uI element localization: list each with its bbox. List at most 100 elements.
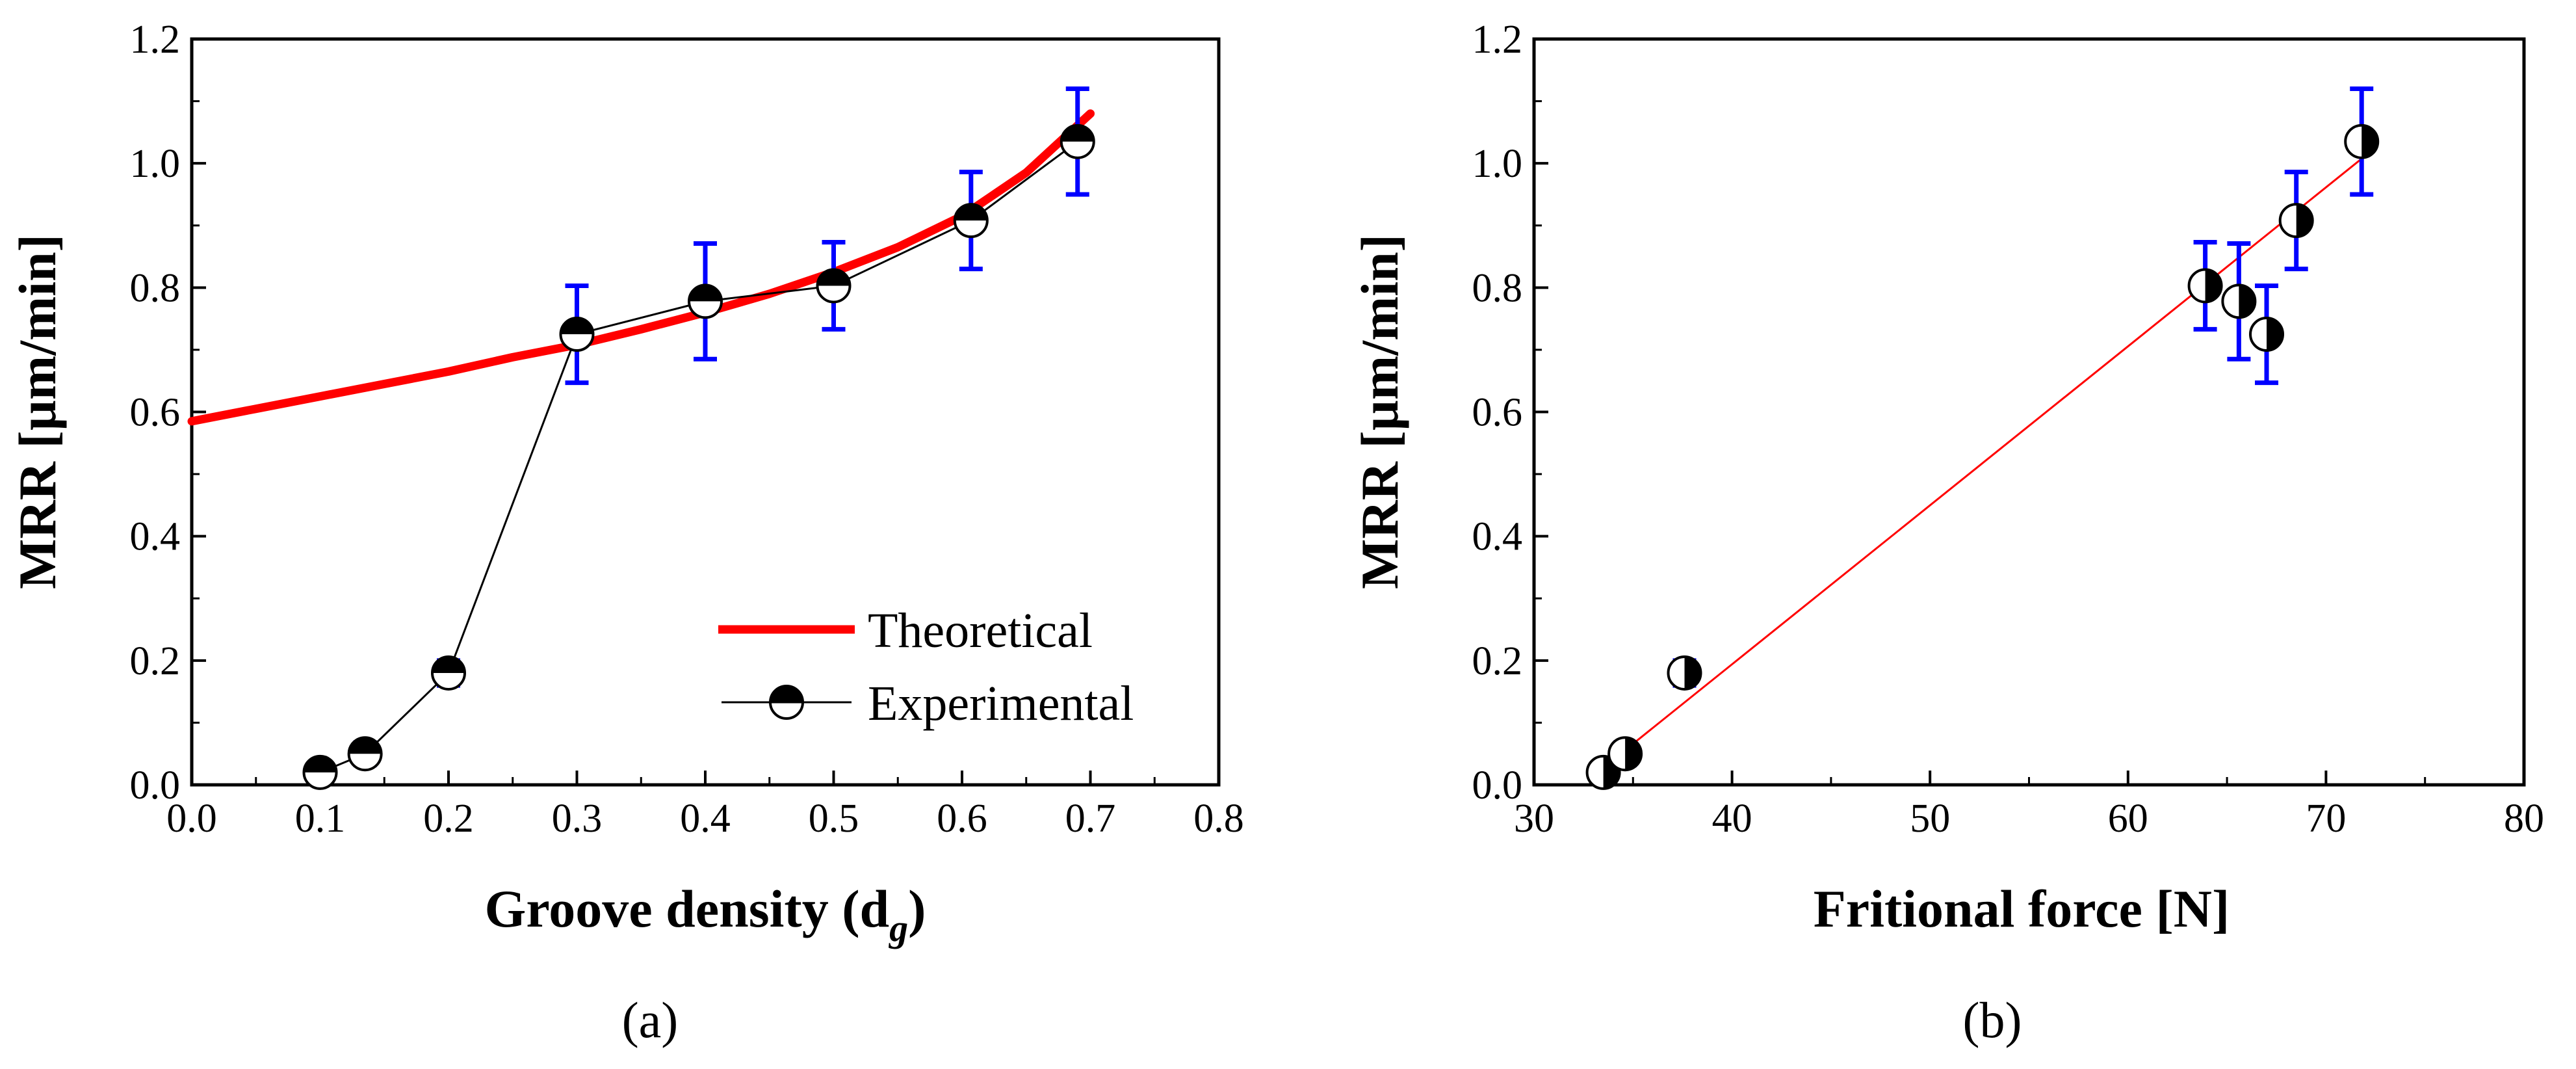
series-b (1585, 86, 2380, 790)
x-tick-label-b: 30 (1514, 797, 1554, 841)
y-tick-label-b: 0.2 (1472, 639, 1523, 683)
x-tick-label-a: 0.1 (295, 797, 346, 841)
data-point-outline (1667, 655, 1702, 691)
data-point-half (954, 204, 987, 221)
data-point-outline (2249, 317, 2285, 352)
y-tick-label-b: 0.4 (1472, 515, 1523, 559)
data-point-half (817, 269, 850, 286)
data-point-a (1060, 124, 1095, 159)
data-point-half (348, 737, 382, 754)
x-tick-label-b: 50 (1910, 797, 1950, 841)
data-point-outline (1585, 754, 1621, 790)
data-point-half (304, 756, 337, 772)
data-point-half (2239, 285, 2256, 318)
data-point-b (2344, 124, 2380, 159)
data-point-b (2278, 203, 2314, 239)
data-point-a (688, 284, 723, 319)
legend-marker-outline (769, 685, 804, 720)
data-point-outline (1060, 124, 1095, 159)
y-tick-label-a: 0.8 (130, 266, 181, 310)
legend-experimental-marker (769, 685, 804, 720)
panel-label-a: (a) (622, 992, 679, 1048)
data-point-half (560, 318, 593, 335)
legend-a: Theoretical Experimental (718, 603, 1134, 731)
data-point-b (2221, 284, 2257, 319)
data-point-b (1607, 736, 1643, 772)
y-tick-label-b: 1.0 (1472, 142, 1523, 186)
data-point-outline (2344, 124, 2380, 159)
chart-panel-b: 30 40 50 60 70 80 0.0 0.2 0.4 0.6 0.8 1.0 1.2 MRR [µ… (1350, 18, 2544, 1048)
x-axis-title-a-close: ) (908, 879, 926, 938)
data-point-half (1625, 737, 1642, 771)
data-point-half (2267, 318, 2283, 351)
axes-b: 30 40 50 60 70 80 0.0 0.2 0.4 0.6 0.8 1.0 1.2 (1472, 18, 2545, 841)
data-point-a (559, 317, 595, 352)
x-axis-title-b: Fritional force [N] (1814, 879, 2230, 938)
experimental-line (319, 140, 1078, 774)
x-tick-label-a: 0.2 (423, 797, 474, 841)
y-tick-label-a: 0.6 (130, 391, 181, 435)
data-point-a (816, 268, 852, 304)
data-point-outline (816, 268, 852, 304)
x-tick-label-a: 0.5 (809, 797, 859, 841)
data-point-half (1684, 656, 1701, 689)
data-point-outline (2278, 203, 2314, 239)
x-tick-label-a: 0.6 (937, 797, 987, 841)
data-point-half (432, 656, 465, 673)
x-tick-label-a: 0.3 (552, 797, 603, 841)
data-point-a (302, 754, 338, 790)
theoretical-curve (187, 109, 1095, 426)
y-tick-label-a: 0.4 (130, 515, 181, 559)
data-point-outline (431, 655, 466, 691)
data-point-b (1667, 655, 1702, 691)
data-point-outline (1607, 736, 1643, 772)
chart-panel-a: 0.0 0.1 0.2 0.3 0.4 0.5 0.6 0.7 0.8 0.0 0.2 0.4 0.6 0… (8, 18, 1244, 1048)
y-axis-title-a: MRR [µm/min] (8, 234, 67, 589)
y-tick-label-b: 1.2 (1472, 18, 1523, 62)
x-tick-label-a: 0.4 (680, 797, 731, 841)
x-axis-title-a-main: Groove density (d (485, 879, 890, 938)
data-point-half (689, 285, 722, 302)
linear-fit-line (1596, 156, 2365, 774)
y-tick-label-b: 0.6 (1472, 391, 1523, 435)
data-point-a (953, 203, 989, 239)
y-tick-label-b: 0.0 (1472, 763, 1523, 808)
data-point-half (2361, 125, 2378, 158)
data-point-outline (953, 203, 989, 239)
data-point-outline (688, 284, 723, 319)
x-tick-label-b: 60 (2108, 797, 2148, 841)
data-point-half (2296, 204, 2313, 237)
y-tick-label-a: 1.2 (130, 18, 181, 62)
legend-marker-top-half (770, 686, 803, 702)
x-tick-label-a: 0.7 (1065, 797, 1116, 841)
x-axis-title-a-subscript: g (888, 907, 908, 949)
x-tick-label-b: 70 (2306, 797, 2346, 841)
y-tick-label-a: 0.2 (130, 639, 181, 683)
series-a (187, 86, 1095, 790)
axes-a: 0.0 0.1 0.2 0.3 0.4 0.5 0.6 0.7 0.8 0.0 0.2 0.4 0.6 0… (130, 18, 1244, 841)
data-point-b (2187, 268, 2223, 304)
panel-label-b: (b) (1963, 992, 2022, 1048)
data-point-half (2205, 269, 2222, 302)
data-point-outline (2221, 284, 2257, 319)
y-axis-title-b: MRR [µm/min] (1350, 234, 1409, 589)
x-tick-label-a: 0.0 (166, 797, 217, 841)
y-tick-label-a: 1.0 (130, 142, 181, 186)
y-tick-label-a: 0.0 (130, 763, 181, 808)
x-tick-label-b: 40 (1712, 797, 1752, 841)
data-point-b (2249, 317, 2285, 352)
x-tick-label-b: 80 (2504, 797, 2544, 841)
data-point-outline (302, 754, 338, 790)
data-point-a (347, 736, 383, 772)
x-axis-title-a: Groove density (dg) (485, 879, 926, 949)
legend-theoretical-label: Theoretical (868, 603, 1093, 658)
data-point-outline (347, 736, 383, 772)
data-point-a (431, 655, 466, 691)
y-tick-label-b: 0.8 (1472, 266, 1523, 310)
data-point-half (1061, 125, 1094, 142)
data-point-outline (2187, 268, 2223, 304)
legend-experimental-label: Experimental (868, 676, 1134, 731)
x-tick-label-a: 0.8 (1193, 797, 1244, 841)
data-point-outline (559, 317, 595, 352)
